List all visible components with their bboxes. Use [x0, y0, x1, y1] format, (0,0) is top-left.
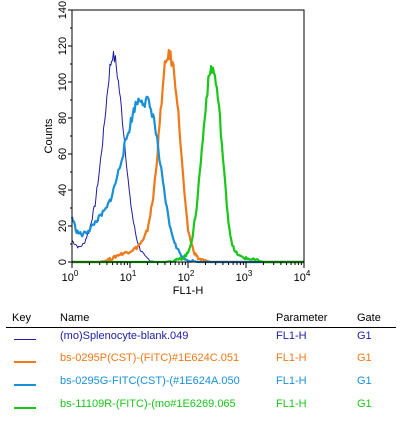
x-tick-label: 101 — [120, 269, 137, 284]
legend-gate: G1 — [357, 375, 372, 387]
legend-gate: G1 — [357, 330, 372, 342]
x-tick-base: 10 — [62, 272, 74, 284]
y-tick-label: 100 — [57, 73, 69, 91]
series-line — [70, 95, 305, 264]
y-tick-label: 20 — [57, 220, 69, 232]
x-tick-exponent: 2 — [190, 269, 195, 278]
series-layer — [70, 48, 305, 264]
legend-key-swatch — [14, 384, 36, 386]
x-tick-label: 104 — [294, 269, 311, 284]
legend-key-swatch — [14, 407, 36, 409]
y-tick-label: 40 — [57, 184, 69, 196]
x-axis: 100 101 102 103 104 — [62, 262, 311, 284]
x-tick-base: 10 — [236, 272, 248, 284]
legend-series-name: bs-11109R-(FITC)-(mo#1E6269.065 — [60, 398, 236, 410]
y-axis-title: Counts — [43, 118, 55, 153]
legend-key-swatch — [14, 339, 36, 340]
legend-parameter: FL1-H — [276, 352, 307, 364]
legend-parameter: FL1-H — [276, 375, 307, 387]
x-tick-label: 100 — [62, 269, 79, 284]
y-tick-label: 80 — [57, 112, 69, 124]
y-tick-label: 0 — [57, 259, 69, 265]
y-tick-label: 120 — [57, 37, 69, 55]
legend-header-parameter: Parameter — [276, 312, 328, 324]
legend-row: (mo)Splenocyte-blank.049 FL1-H G1 — [0, 330, 400, 350]
legend-parameter: FL1-H — [276, 398, 307, 410]
x-tick-base: 10 — [294, 272, 306, 284]
x-tick-exponent: 1 — [132, 269, 137, 278]
legend-key-swatch — [14, 361, 36, 363]
legend-gate: G1 — [357, 398, 372, 410]
x-tick-exponent: 4 — [306, 269, 311, 278]
legend-series-name: bs-0295G-FITC(CST)-(#1E624A.050 — [60, 375, 240, 387]
legend-header-name: Name — [60, 312, 90, 324]
legend-series-name: bs-0295P(CST)-(FITC)#1E624C.051 — [60, 352, 240, 364]
histogram-chart: 0 20 40 60 80 100 120 140 100 101 102 103 104 Count… — [43, 1, 311, 297]
x-tick-label: 103 — [236, 269, 253, 284]
x-axis-title: FL1-H — [173, 285, 204, 297]
legend-header-key: Key — [12, 312, 31, 324]
legend-row: bs-0295G-FITC(CST)-(#1E624A.050 FL1-H G1 — [0, 375, 400, 395]
x-tick-base: 10 — [120, 272, 132, 284]
x-tick-exponent: 0 — [74, 269, 79, 278]
legend-divider — [6, 327, 396, 328]
series-line — [71, 48, 305, 264]
legend-gate: G1 — [357, 352, 372, 364]
legend-row: bs-11109R-(FITC)-(mo#1E6269.065 FL1-H G1 — [0, 398, 400, 418]
y-tick-label: 60 — [57, 148, 69, 160]
x-tick-base: 10 — [178, 272, 190, 284]
x-tick-label: 102 — [178, 269, 195, 284]
legend-series-name: (mo)Splenocyte-blank.049 — [60, 330, 189, 342]
legend-parameter: FL1-H — [276, 330, 307, 342]
x-tick-exponent: 3 — [248, 269, 253, 278]
y-tick-label: 140 — [57, 1, 69, 19]
y-axis: 0 20 40 60 80 100 120 140 — [57, 1, 72, 265]
legend-header-gate: Gate — [357, 312, 381, 324]
legend-row: bs-0295P(CST)-(FITC)#1E624C.051 FL1-H G1 — [0, 352, 400, 372]
